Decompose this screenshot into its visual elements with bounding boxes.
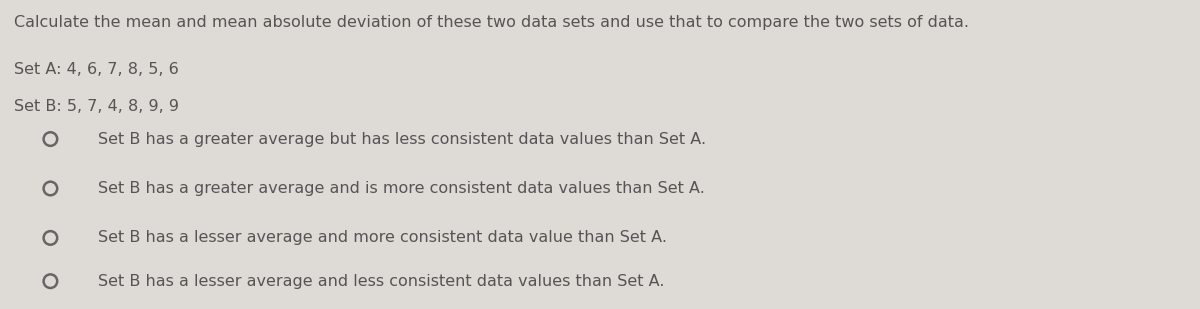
Text: Set B has a greater average and is more consistent data values than Set A.: Set B has a greater average and is more … xyxy=(98,181,706,196)
Text: Set B has a lesser average and less consistent data values than Set A.: Set B has a lesser average and less cons… xyxy=(98,274,665,289)
Text: Calculate the mean and mean absolute deviation of these two data sets and use th: Calculate the mean and mean absolute dev… xyxy=(14,15,970,31)
Text: Set B has a lesser average and more consistent data value than Set A.: Set B has a lesser average and more cons… xyxy=(98,231,667,245)
Text: Set B has a greater average but has less consistent data values than Set A.: Set B has a greater average but has less… xyxy=(98,132,707,146)
Text: Set A: 4, 6, 7, 8, 5, 6: Set A: 4, 6, 7, 8, 5, 6 xyxy=(14,62,179,77)
Text: Set B: 5, 7, 4, 8, 9, 9: Set B: 5, 7, 4, 8, 9, 9 xyxy=(14,99,180,114)
